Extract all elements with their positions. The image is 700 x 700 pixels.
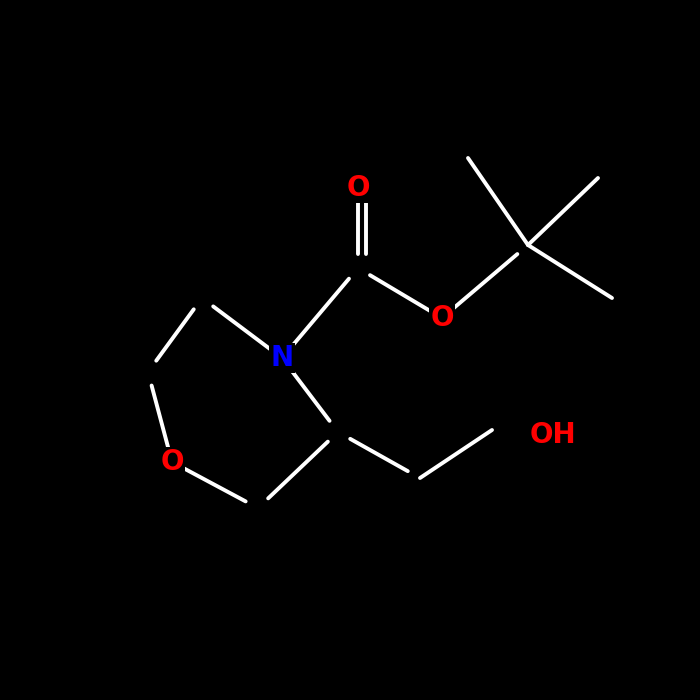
- Text: OH: OH: [530, 421, 577, 449]
- Text: O: O: [160, 448, 183, 476]
- Text: O: O: [430, 304, 454, 332]
- Text: O: O: [346, 174, 370, 202]
- Text: N: N: [270, 344, 293, 372]
